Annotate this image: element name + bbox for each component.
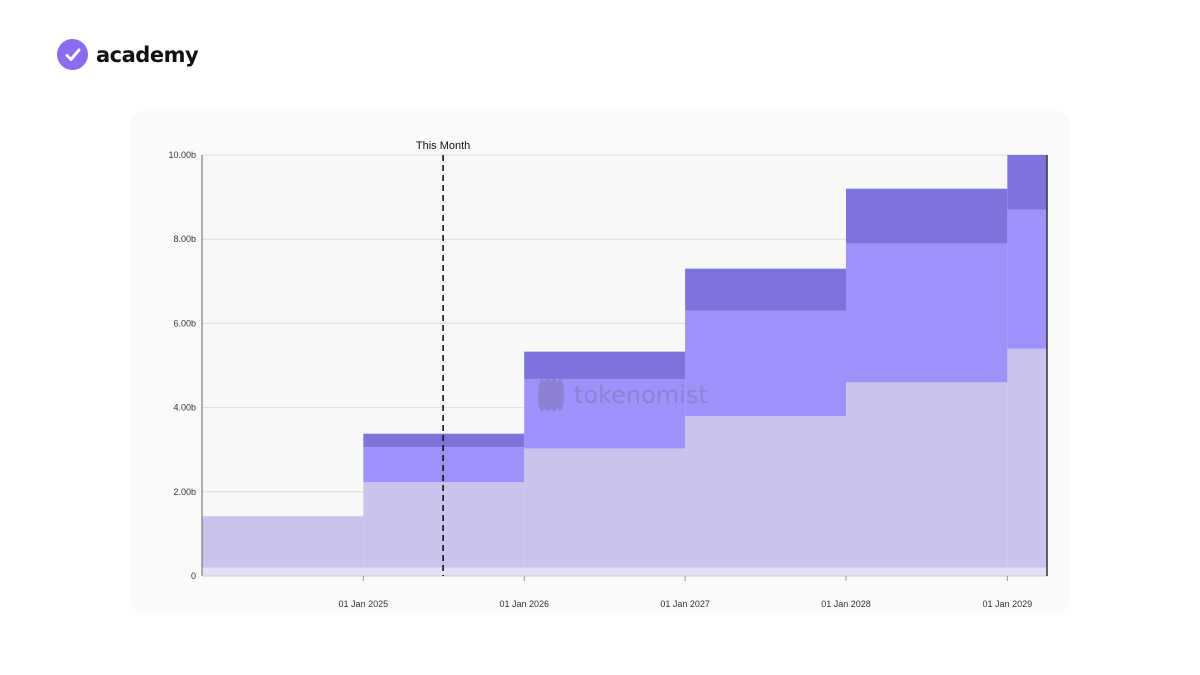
- this-month-label: This Month: [416, 140, 470, 152]
- x-tick-label: 01 Jan 2026: [499, 599, 549, 609]
- area-segment: [845, 382, 1008, 568]
- area-segment: [685, 310, 846, 417]
- y-tick-label: 6.00b: [173, 318, 196, 328]
- brand-name: academy: [96, 42, 199, 67]
- y-tick-label: 2.00b: [173, 487, 196, 497]
- area-segment: [845, 188, 1008, 244]
- x-tick-label: 01 Jan 2029: [983, 599, 1033, 609]
- tokenomist-logo-icon: [538, 379, 564, 411]
- area-segment: [685, 268, 846, 311]
- area-segment: [202, 516, 364, 568]
- check-badge-icon: [57, 39, 88, 70]
- area-segment: [1007, 209, 1047, 349]
- x-tick-label: 01 Jan 2027: [660, 599, 710, 609]
- chart-card: tokenomist 0 2.00b 4.00b 6.00b 8.00b 10.00b 01 …: [130, 111, 1070, 613]
- chart: tokenomist 0 2.00b 4.00b 6.00b 8.00b 10.00b 01 …: [168, 140, 1048, 609]
- y-tick-label: 0: [191, 571, 196, 581]
- area-segment: [685, 567, 846, 576]
- area-segment: [845, 567, 1008, 576]
- watermark-text: tokenomist: [574, 381, 708, 409]
- area-segment: [524, 448, 686, 568]
- area-segment: [685, 416, 846, 568]
- y-tick-label: 8.00b: [173, 234, 196, 244]
- area-segment: [363, 482, 525, 568]
- y-tick-label: 4.00b: [173, 403, 196, 413]
- y-tick-label: 10.00b: [168, 150, 196, 160]
- area-segment: [1007, 348, 1047, 568]
- x-tick-label: 01 Jan 2028: [821, 599, 871, 609]
- area-segment: [363, 567, 525, 576]
- brand[interactable]: academy: [57, 39, 199, 70]
- area-segment: [1007, 155, 1047, 210]
- x-tick-label: 01 Jan 2025: [339, 599, 389, 609]
- area-segment: [524, 351, 686, 379]
- area-segment: [524, 567, 686, 576]
- area-segment: [202, 567, 364, 576]
- area-segment: [1007, 567, 1047, 576]
- area-segment: [845, 243, 1008, 383]
